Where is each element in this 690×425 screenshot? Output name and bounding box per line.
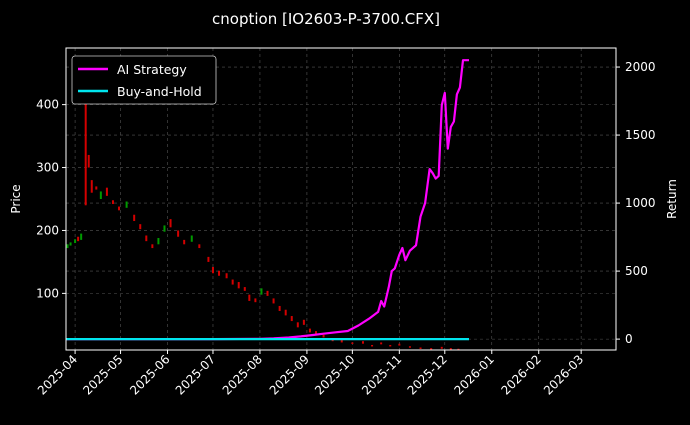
price-candle xyxy=(183,239,186,245)
chart-title: cnoption [IO2603-P-3700.CFX] xyxy=(212,10,440,28)
price-candle xyxy=(430,348,433,350)
price-candle xyxy=(284,309,287,316)
price-candle xyxy=(74,239,77,244)
price-candle xyxy=(105,187,108,196)
price-candle xyxy=(157,238,160,245)
legend-buy-and-hold-label: Buy-and-Hold xyxy=(117,84,202,99)
price-candle xyxy=(111,200,114,205)
price-candle xyxy=(449,348,452,350)
price-candle xyxy=(419,347,422,349)
price-candle xyxy=(211,266,214,274)
return-series xyxy=(66,59,469,341)
price-candle xyxy=(272,298,275,304)
price-candle xyxy=(260,288,263,295)
price-candle xyxy=(389,344,392,347)
price-candle xyxy=(278,305,281,311)
price-candle xyxy=(207,256,210,262)
y-left-tick-label: 200 xyxy=(36,223,59,237)
price-candle xyxy=(177,230,180,237)
price-candle xyxy=(408,346,411,348)
plot-frame xyxy=(65,47,617,351)
price-candle xyxy=(84,66,87,206)
price-candle xyxy=(225,273,228,279)
price-candle xyxy=(302,319,305,325)
y-left-tick-label: 300 xyxy=(36,161,59,175)
price-candle xyxy=(66,244,69,249)
y-axis-right-label: Return xyxy=(665,179,679,219)
price-candle xyxy=(198,244,201,249)
price-candle xyxy=(296,322,299,328)
price-candle xyxy=(190,235,193,242)
price-candle xyxy=(308,328,311,333)
price-candle xyxy=(95,186,98,190)
price-candle xyxy=(90,180,93,193)
ai-strategy-line xyxy=(66,59,469,341)
y-right-tick-label: 0 xyxy=(625,332,633,346)
price-candle xyxy=(99,191,102,199)
price-candle xyxy=(145,235,148,242)
price-candle xyxy=(248,294,251,301)
price-candle xyxy=(151,244,154,249)
price-candle xyxy=(254,298,257,303)
price-candle xyxy=(125,201,128,208)
price-candle xyxy=(69,242,72,246)
price-candle xyxy=(380,342,383,345)
price-candle xyxy=(237,282,240,289)
price-candle xyxy=(163,225,166,232)
price-candle xyxy=(290,316,293,322)
legend-ai-strategy-label: AI Strategy xyxy=(117,62,187,77)
price-candle xyxy=(169,219,172,228)
price-candle xyxy=(457,348,460,351)
price-candle xyxy=(440,346,443,349)
price-candles xyxy=(66,66,460,351)
price-candle xyxy=(351,342,354,344)
y-right-tick-label: 1000 xyxy=(625,196,656,210)
y-right-tick-label: 500 xyxy=(625,264,648,278)
y-left-tick-label: 100 xyxy=(36,286,59,300)
price-candle xyxy=(398,343,401,346)
price-candle xyxy=(266,290,269,296)
price-candle xyxy=(139,224,142,230)
price-candle xyxy=(80,233,83,240)
price-candle xyxy=(218,270,221,276)
price-candle xyxy=(87,154,90,168)
y-right-tick-label: 2000 xyxy=(625,60,656,74)
price-candle xyxy=(361,341,364,344)
y-right-tick-label: 1500 xyxy=(625,128,656,142)
price-candle xyxy=(340,339,343,343)
price-candle xyxy=(231,279,234,285)
price-candle xyxy=(371,344,374,347)
y-axis-left-label: Price xyxy=(9,184,23,213)
price-candle xyxy=(322,334,325,338)
price-candle xyxy=(315,331,317,335)
y-left-tick-label: 400 xyxy=(36,98,59,112)
price-candle xyxy=(133,214,136,222)
price-candle xyxy=(243,287,246,291)
price-candle xyxy=(77,236,80,242)
legend: AI Strategy Buy-and-Hold xyxy=(71,55,217,105)
price-candle xyxy=(118,206,121,211)
